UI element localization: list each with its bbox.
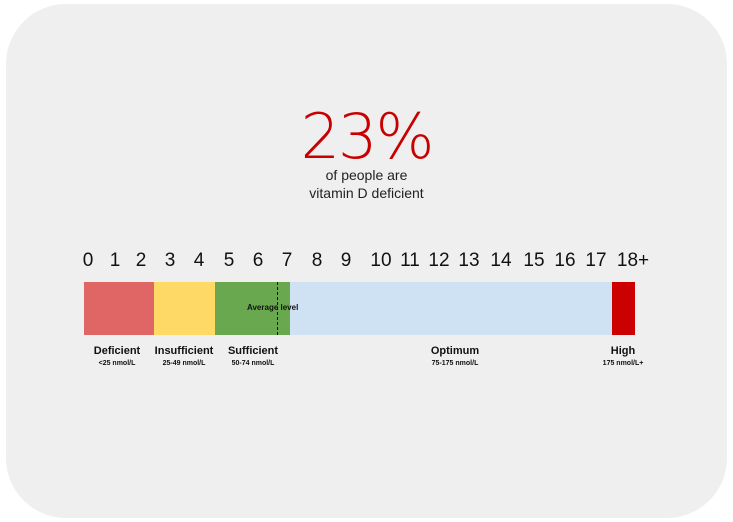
segment-sufficient-range: 50-74 nmol/L (231, 360, 275, 367)
scale-tick: 0 (82, 250, 94, 271)
segment-optimum-range: 75-175 nmol/L (431, 360, 479, 367)
segment-deficient-range: <25 nmol/L (98, 360, 136, 367)
subline-first: of people are (325, 167, 408, 183)
scale-tick: 18+ (616, 250, 650, 271)
info-card (6, 4, 727, 518)
segment-sufficient-name: Sufficient (227, 345, 279, 357)
scale-tick: 13 (458, 250, 480, 271)
segment-high-range: 175 nmol/L+ (602, 360, 644, 367)
scale-tick: 11 (400, 250, 420, 271)
scale-tick: 16 (554, 250, 576, 271)
scale-tick: 9 (340, 250, 352, 271)
segment-optimum-name: Optimum (430, 345, 480, 357)
scale-tick: 8 (311, 250, 323, 271)
segment-optimum-bar (290, 282, 612, 335)
scale-tick: 6 (252, 250, 264, 271)
subline-second: vitamin D deficient (309, 185, 424, 201)
segment-deficient-name: Deficient (93, 345, 141, 357)
segment-deficient-bar (84, 282, 154, 335)
scale-tick: 12 (428, 250, 450, 271)
headline-percentage: 23% (300, 100, 435, 173)
scale-tick: 2 (135, 250, 147, 271)
average-level-marker (277, 282, 278, 335)
segment-high-bar (612, 282, 635, 335)
scale-tick: 5 (223, 250, 235, 271)
average-level-label: Average level (247, 303, 299, 312)
scale-tick: 1 (109, 250, 121, 271)
scale-tick: 4 (193, 250, 205, 271)
scale-tick: 17 (585, 250, 607, 271)
segment-high-name: High (610, 345, 636, 357)
scale-tick: 15 (523, 250, 545, 271)
scale-tick: 7 (281, 250, 293, 271)
scale-tick: 3 (164, 250, 176, 271)
segment-insufficient-bar (154, 282, 215, 335)
scale-tick: 10 (370, 250, 392, 271)
segment-insufficient-range: 25-49 nmol/L (162, 360, 206, 367)
scale-tick: 14 (490, 250, 512, 271)
segment-insufficient-name: Insufficient (154, 345, 214, 357)
